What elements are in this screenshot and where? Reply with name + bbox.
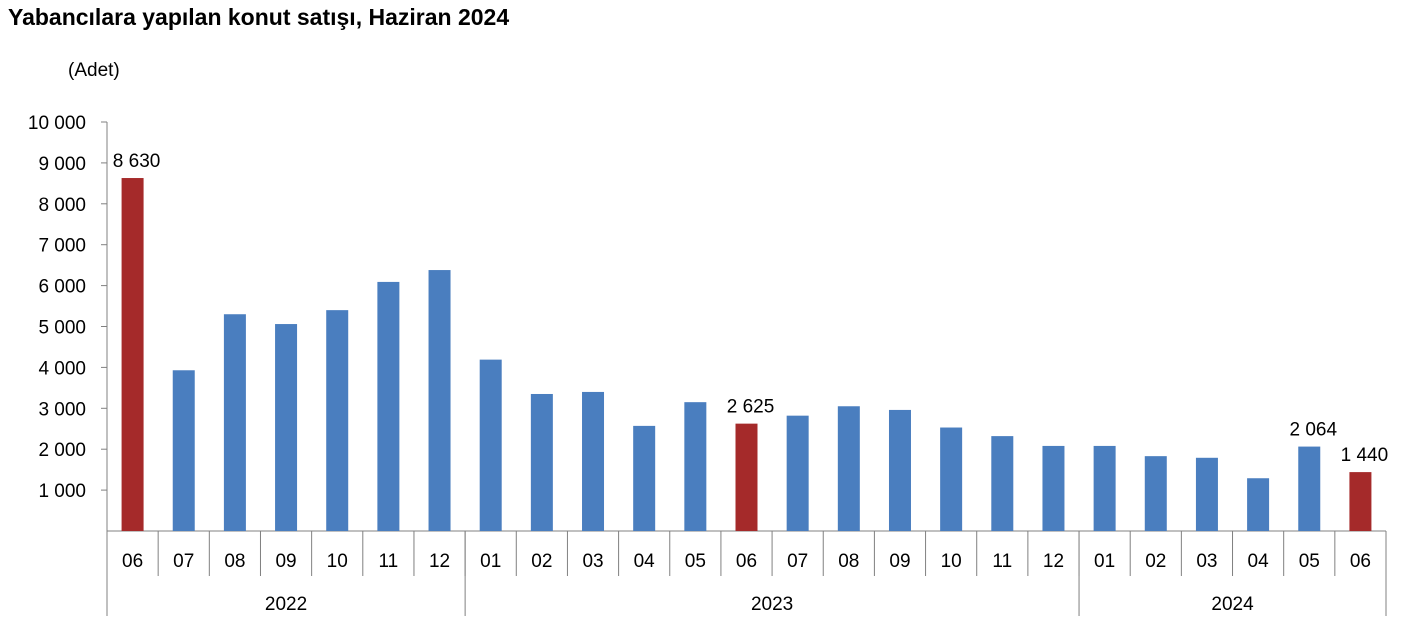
bar — [991, 436, 1014, 531]
bar — [1144, 456, 1167, 531]
y-tick-label: 3 000 — [38, 399, 86, 420]
x-tick-label: 02 — [531, 551, 552, 572]
bar — [684, 402, 707, 531]
y-tick-label: 10 000 — [28, 113, 86, 134]
x-tick-label: 12 — [1043, 551, 1064, 572]
x-tick-label: 11 — [992, 551, 1012, 572]
x-tick-label: 04 — [634, 551, 656, 572]
bar — [121, 178, 144, 531]
x-tick-label: 06 — [736, 551, 757, 572]
x-tick-label: 10 — [941, 551, 962, 572]
year-label: 2023 — [751, 594, 793, 615]
bar — [1042, 445, 1065, 531]
x-tick-label: 07 — [173, 551, 194, 572]
y-tick-label: 9 000 — [38, 154, 86, 175]
bar — [326, 310, 349, 531]
x-tick-label: 03 — [582, 551, 603, 572]
bar — [735, 423, 758, 531]
x-tick-label: 05 — [685, 551, 706, 572]
bar — [940, 427, 963, 531]
x-tick-label: 04 — [1248, 551, 1270, 572]
x-tick-label: 12 — [429, 551, 450, 572]
x-tick-label: 09 — [889, 551, 910, 572]
y-tick-label: 5 000 — [38, 318, 86, 339]
bar — [377, 281, 400, 531]
year-label: 2022 — [265, 594, 307, 615]
y-tick-label: 4 000 — [38, 358, 86, 379]
data-label: 2 625 — [727, 397, 775, 418]
bar — [275, 324, 298, 531]
bar — [888, 409, 911, 531]
bar — [582, 391, 605, 531]
chart-title: Yabancılara yapılan konut satışı, Hazira… — [8, 4, 510, 30]
bar — [172, 370, 195, 531]
x-tick-label: 02 — [1145, 551, 1166, 572]
data-label: 2 064 — [1289, 420, 1337, 441]
x-tick-label: 07 — [787, 551, 808, 572]
bar — [1298, 446, 1321, 531]
bar — [786, 415, 809, 531]
y-tick-label: 6 000 — [38, 277, 86, 298]
bar — [1349, 472, 1372, 531]
bar — [1093, 445, 1116, 531]
x-tick-label: 10 — [327, 551, 348, 572]
x-tick-label: 05 — [1299, 551, 1320, 572]
x-tick-label: 01 — [480, 551, 501, 572]
year-label: 2024 — [1211, 594, 1254, 615]
x-tick-label: 03 — [1196, 551, 1217, 572]
bar — [1195, 457, 1218, 531]
x-tick-label: 06 — [1350, 551, 1371, 572]
y-axis-unit-label: (Adet) — [68, 60, 120, 81]
y-tick-label: 2 000 — [38, 440, 86, 461]
x-tick-label: 08 — [838, 551, 859, 572]
x-tick-label: 01 — [1094, 551, 1115, 572]
x-tick-label: 11 — [379, 551, 399, 572]
data-label: 8 630 — [113, 151, 161, 172]
x-tick-label: 08 — [224, 551, 245, 572]
bar — [530, 393, 553, 531]
x-tick-label: 09 — [275, 551, 296, 572]
bar — [633, 425, 656, 531]
bar — [428, 270, 451, 531]
bar — [1247, 478, 1270, 531]
x-tick-label: 06 — [122, 551, 143, 572]
bar — [837, 406, 860, 531]
bar — [223, 314, 246, 531]
y-tick-label: 7 000 — [38, 236, 86, 257]
y-tick-label: 8 000 — [38, 195, 86, 216]
y-tick-label: 1 000 — [38, 481, 86, 502]
bar — [479, 359, 502, 531]
data-label: 1 440 — [1341, 445, 1389, 466]
